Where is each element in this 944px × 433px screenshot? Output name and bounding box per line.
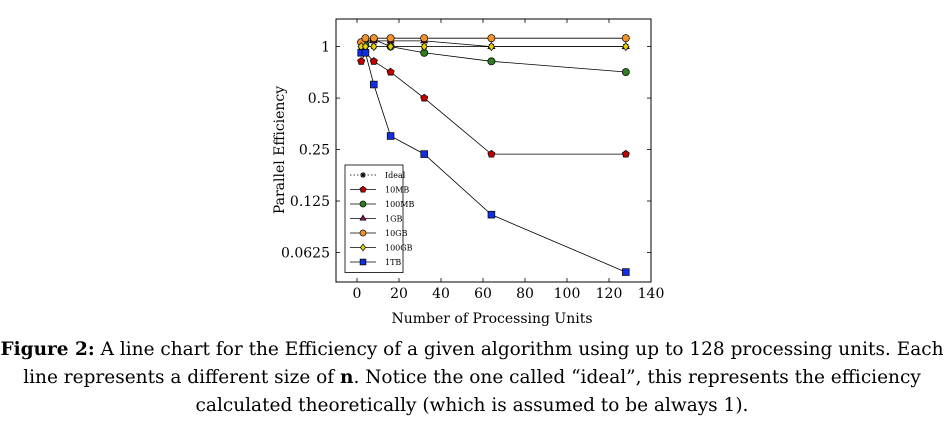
x-tick-label: 120 — [596, 286, 623, 302]
data-point-1tb — [420, 150, 428, 158]
y-axis-title: Parallel Efficiency — [272, 86, 288, 214]
data-point-10mb — [420, 93, 429, 102]
legend-label-ideal: Ideal — [385, 171, 406, 180]
series-100gb — [357, 42, 630, 52]
legend-marker-10gb — [359, 229, 367, 237]
data-point-10gb — [369, 34, 378, 43]
x-tick-label: 0 — [353, 286, 362, 302]
y-tick-label: 0.125 — [290, 194, 330, 210]
data-point-1tb — [386, 132, 395, 140]
legend-label-100gb: 100GB — [385, 244, 413, 253]
data-point-100gb — [387, 42, 395, 52]
legend-marker-100gb — [360, 243, 366, 252]
series-line-10mb — [360, 52, 626, 155]
axes: 0 20 40 60 80 100 120 140 0.0625 0.125 0.25 0.5 1 — [281, 19, 664, 302]
figure-caption: Figure 2: A line chart for the Efficienc… — [0, 336, 944, 420]
efficiency-chart: 0 20 40 60 80 100 120 140 0.0625 0.125 0.25 0.5 1 Id… — [272, 18, 664, 327]
data-point-10gb — [420, 34, 429, 43]
caption-label: Figure 2: — [0, 339, 95, 360]
data-point-100gb — [487, 42, 495, 52]
legend-label-1gb: 1GB — [385, 215, 402, 224]
data-point-10gb — [386, 34, 395, 43]
data-point-100gb — [622, 42, 630, 52]
legend-marker-1tb — [359, 258, 367, 266]
series-10mb — [357, 48, 630, 158]
legend-label-100mb: 100MB — [385, 200, 414, 209]
legend: Ideal 10MB 100MB 1GB 10GB 100GB 1TB — [344, 164, 414, 273]
series-layer — [357, 34, 630, 276]
y-tick-label: 1 — [321, 40, 330, 56]
plot-frame — [335, 18, 652, 283]
data-point-10mb — [487, 149, 496, 158]
x-tick-label: 60 — [474, 286, 492, 302]
data-point-10mb — [369, 57, 378, 65]
data-point-10mb — [621, 149, 630, 158]
data-point-1tb — [622, 268, 630, 276]
data-point-10gb — [361, 34, 370, 43]
data-point-1tb — [370, 80, 378, 89]
data-point-1tb — [487, 210, 496, 219]
data-point-100mb — [487, 57, 496, 66]
y-tick-label: 0.5 — [308, 91, 330, 107]
data-point-10mb — [357, 57, 366, 65]
caption-text-part2: . Notice the one called “ideal”, this re… — [195, 367, 921, 416]
x-tick-label: 140 — [638, 286, 665, 302]
legend-marker-100mb — [359, 200, 367, 208]
data-point-100gb — [370, 42, 378, 52]
legend-marker-10mb — [359, 185, 367, 193]
y-tick-label: 0.0625 — [281, 245, 330, 261]
data-point-1tb — [361, 49, 370, 57]
y-tick-label: 0.25 — [299, 143, 330, 159]
plot-area — [335, 18, 652, 283]
caption-variable: n — [340, 367, 354, 388]
series-10gb — [357, 34, 630, 47]
data-point-100mb — [621, 68, 630, 76]
x-tick-label: 40 — [432, 286, 450, 302]
x-tick-label: 20 — [390, 286, 408, 302]
legend-label-10gb: 10GB — [385, 229, 408, 238]
data-point-10mb — [386, 67, 395, 76]
x-axis-title: Number of Processing Units — [391, 311, 592, 327]
series-1tb — [357, 49, 630, 276]
legend-label-10mb: 10MB — [385, 186, 409, 195]
data-point-100gb — [420, 42, 428, 52]
series-100mb — [357, 35, 630, 76]
legend-marker-1gb — [359, 214, 367, 221]
caption-text-part1: A line chart for the Efficiency of a giv… — [23, 339, 944, 388]
legend-label-1tb: 1TB — [385, 258, 401, 267]
x-tick-label: 100 — [554, 286, 581, 302]
x-tick-label: 80 — [516, 286, 534, 302]
data-point-10gb — [487, 34, 496, 43]
legend-marker-ideal — [360, 172, 366, 178]
data-point-10gb — [621, 34, 630, 43]
